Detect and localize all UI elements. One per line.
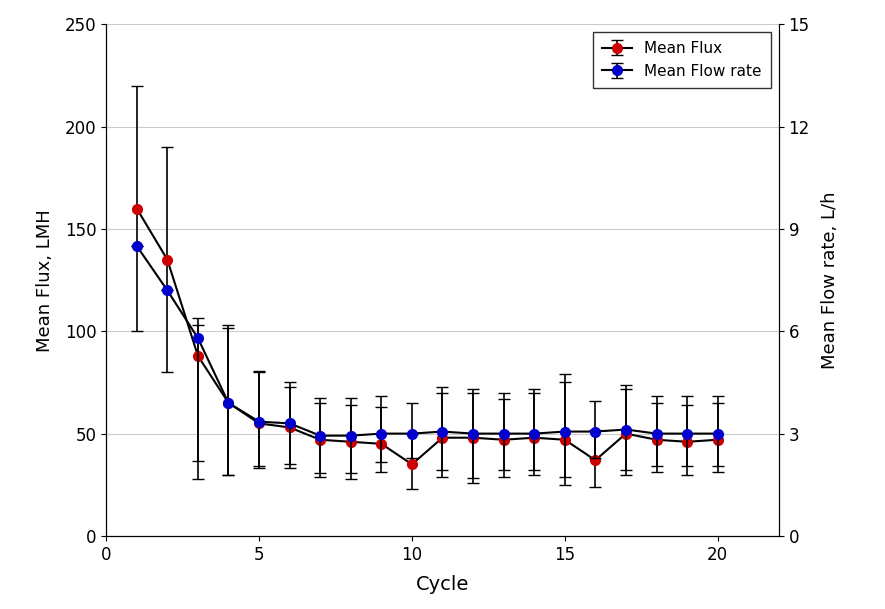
Legend: Mean Flux, Mean Flow rate: Mean Flux, Mean Flow rate bbox=[593, 32, 771, 88]
Y-axis label: Mean Flow rate, L/h: Mean Flow rate, L/h bbox=[821, 191, 839, 369]
X-axis label: Cycle: Cycle bbox=[416, 575, 469, 594]
Y-axis label: Mean Flux, LMH: Mean Flux, LMH bbox=[35, 209, 54, 351]
